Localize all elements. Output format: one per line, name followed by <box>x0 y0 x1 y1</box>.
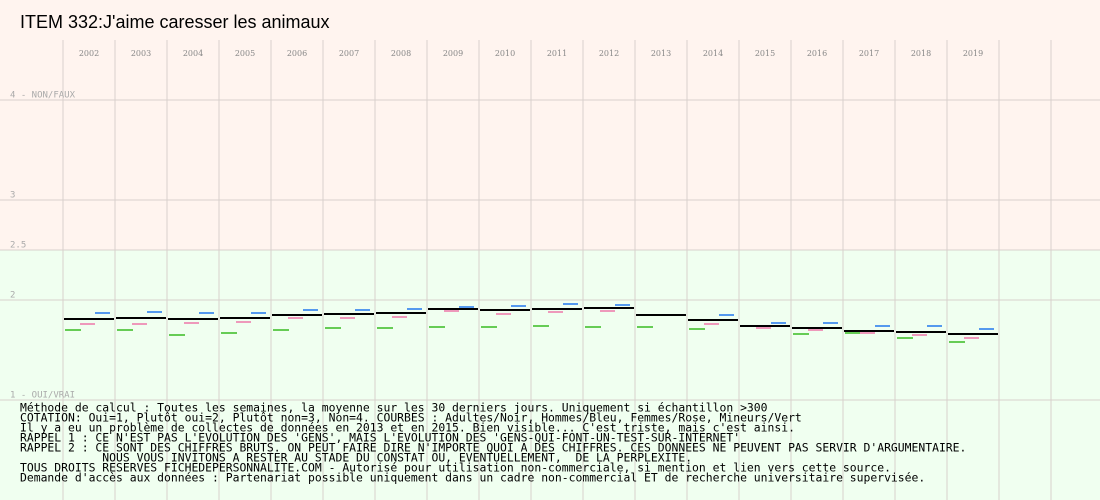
x-tick-label: 2006 <box>287 49 307 58</box>
chart-title: ITEM 332:J'aime caresser les animaux <box>20 12 330 32</box>
x-tick-label: 2013 <box>651 49 671 58</box>
note: Demande d'accès aux données : Partenaria… <box>20 471 925 485</box>
note: Il y a eu un problème de collectes de do… <box>20 421 795 435</box>
x-tick-label: 2005 <box>235 49 255 58</box>
x-tick-label: 2004 <box>183 49 203 58</box>
y-tick-label: 1 - OUI/VRAI <box>10 391 75 401</box>
x-tick-label: 2011 <box>547 49 567 58</box>
y-tick-label: 4 - NON/FAUX <box>10 91 76 101</box>
x-tick-label: 2002 <box>79 49 99 58</box>
x-tick-label: 2015 <box>755 49 775 58</box>
x-tick-label: 2007 <box>339 49 359 58</box>
x-tick-label: 2010 <box>495 49 515 58</box>
x-tick-label: 2017 <box>859 49 879 58</box>
zone <box>0 250 1100 500</box>
x-tick-label: 2003 <box>131 49 151 58</box>
note: Méthode de calcul : Toutes les semaines,… <box>20 401 768 415</box>
y-tick-label: 2 <box>10 291 15 301</box>
note: RAPPEL 1 : CE N'EST PAS L'EVOLUTION DES … <box>20 431 740 445</box>
x-tick-label: 2012 <box>599 49 619 58</box>
y-tick-label: 2.5 <box>10 241 26 251</box>
x-tick-label: 2019 <box>963 49 983 58</box>
note: NOUS VOUS INVITONS A RESTER AU STADE DU … <box>20 451 692 465</box>
note: COTATION: Oui=1, Plutôt oui=2, Plutôt no… <box>20 411 802 425</box>
x-tick-label: 2008 <box>391 49 411 58</box>
zone <box>0 0 1100 250</box>
note: TOUS DROITS RESERVES FICHEDEPERSONNALITE… <box>20 461 891 475</box>
note: RAPPEL 2 : CE SONT DES CHIFFRES BRUTS. O… <box>20 441 966 455</box>
x-tick-label: 2009 <box>443 49 463 58</box>
x-tick-label: 2014 <box>703 49 723 58</box>
x-tick-label: 2016 <box>807 49 827 58</box>
y-tick-label: 3 <box>10 191 15 201</box>
x-tick-label: 2018 <box>911 49 931 58</box>
